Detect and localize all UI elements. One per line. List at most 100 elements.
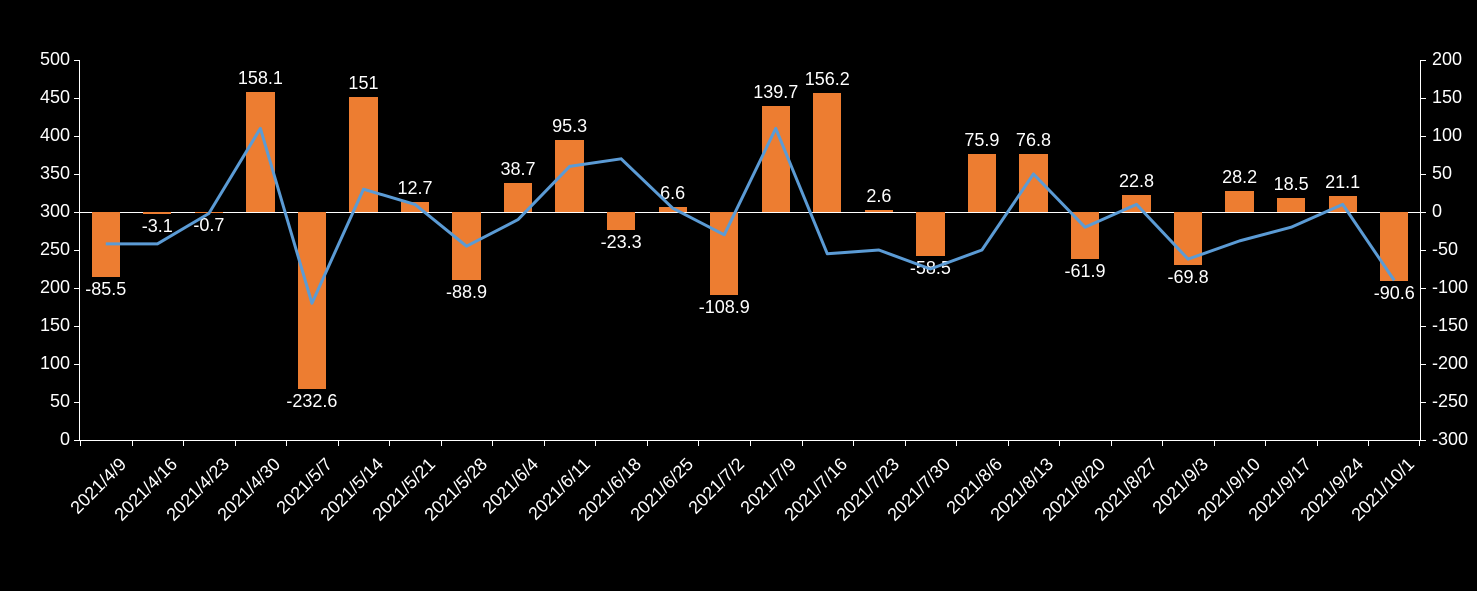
left-tick-mark <box>74 174 80 175</box>
x-tick-mark <box>595 440 596 446</box>
bar <box>1329 196 1357 212</box>
left-tick-mark <box>74 212 80 213</box>
data-label: -88.9 <box>446 282 487 303</box>
x-tick-mark <box>1419 440 1420 446</box>
x-tick-mark <box>647 440 648 446</box>
bar <box>762 106 790 212</box>
right-tick-mark <box>1420 136 1426 137</box>
data-label: 12.7 <box>397 178 432 199</box>
data-label: 75.9 <box>964 130 999 151</box>
x-tick-mark <box>1162 440 1163 446</box>
x-tick-mark <box>1008 440 1009 446</box>
bar <box>298 212 326 389</box>
data-label: 21.1 <box>1325 172 1360 193</box>
left-tick-mark <box>74 60 80 61</box>
data-label: -23.3 <box>601 232 642 253</box>
x-tick-mark <box>389 440 390 446</box>
x-tick-mark <box>235 440 236 446</box>
bar <box>246 92 274 212</box>
data-label: -69.8 <box>1168 267 1209 288</box>
data-label: -90.6 <box>1374 283 1415 304</box>
left-tick-mark <box>74 326 80 327</box>
bar <box>968 154 996 212</box>
left-axis-label: 0 <box>60 429 70 450</box>
right-tick-mark <box>1420 326 1426 327</box>
left-axis-label: 100 <box>40 353 70 374</box>
data-label: -3.1 <box>142 216 173 237</box>
x-tick-mark <box>183 440 184 446</box>
left-axis-label: 200 <box>40 277 70 298</box>
x-tick-mark <box>132 440 133 446</box>
left-axis-label: 450 <box>40 87 70 108</box>
bar <box>452 212 480 280</box>
data-label: 28.2 <box>1222 167 1257 188</box>
bar <box>916 212 944 256</box>
bar <box>195 212 223 213</box>
x-tick-mark <box>802 440 803 446</box>
x-tick-mark <box>1265 440 1266 446</box>
right-tick-mark <box>1420 440 1426 441</box>
right-axis-label: 0 <box>1432 201 1442 222</box>
left-tick-mark <box>74 364 80 365</box>
data-label: -108.9 <box>699 297 750 318</box>
x-tick-mark <box>1111 440 1112 446</box>
bar <box>504 183 532 212</box>
x-tick-mark <box>1317 440 1318 446</box>
data-label: 95.3 <box>552 116 587 137</box>
right-axis-label: -150 <box>1432 315 1468 336</box>
right-tick-mark <box>1420 98 1426 99</box>
left-tick-mark <box>74 288 80 289</box>
bar <box>865 210 893 212</box>
bar <box>607 212 635 230</box>
bar <box>143 212 171 214</box>
data-label: 158.1 <box>238 68 283 89</box>
bar <box>813 93 841 212</box>
data-label: -61.9 <box>1064 261 1105 282</box>
bar <box>555 140 583 212</box>
bar <box>92 212 120 277</box>
right-axis-label: 50 <box>1432 163 1452 184</box>
data-label: 76.8 <box>1016 130 1051 151</box>
right-tick-mark <box>1420 250 1426 251</box>
bar <box>1225 191 1253 212</box>
left-axis-label: 250 <box>40 239 70 260</box>
right-axis-label: -250 <box>1432 391 1468 412</box>
bar <box>1277 198 1305 212</box>
data-label: 18.5 <box>1274 174 1309 195</box>
right-axis-label: -100 <box>1432 277 1468 298</box>
bar <box>1380 212 1408 281</box>
right-tick-mark <box>1420 288 1426 289</box>
right-axis-label: 200 <box>1432 49 1462 70</box>
bar <box>1071 212 1099 259</box>
bar <box>349 97 377 212</box>
data-label: 2.6 <box>866 186 891 207</box>
right-tick-mark <box>1420 60 1426 61</box>
data-label: -0.7 <box>193 215 224 236</box>
right-tick-mark <box>1420 212 1426 213</box>
bar <box>1019 154 1047 212</box>
data-label: -85.5 <box>85 279 126 300</box>
combo-chart: 050100150200250300350400450500-300-250-2… <box>0 0 1477 591</box>
x-tick-mark <box>286 440 287 446</box>
x-tick-mark <box>698 440 699 446</box>
x-tick-mark <box>853 440 854 446</box>
bar <box>659 207 687 212</box>
data-label: 139.7 <box>753 82 798 103</box>
data-label: 22.8 <box>1119 171 1154 192</box>
x-tick-mark <box>1214 440 1215 446</box>
x-tick-mark <box>544 440 545 446</box>
right-axis-label: -200 <box>1432 353 1468 374</box>
left-axis-label: 400 <box>40 125 70 146</box>
bar <box>401 202 429 212</box>
right-axis-label: 150 <box>1432 87 1462 108</box>
x-tick-mark <box>956 440 957 446</box>
x-tick-mark <box>492 440 493 446</box>
left-tick-mark <box>74 402 80 403</box>
right-axis-label: 100 <box>1432 125 1462 146</box>
x-tick-mark <box>1368 440 1369 446</box>
x-tick-mark <box>750 440 751 446</box>
data-label: -232.6 <box>286 391 337 412</box>
left-axis-label: 150 <box>40 315 70 336</box>
left-axis-label: 50 <box>50 391 70 412</box>
right-axis-label: -50 <box>1432 239 1458 260</box>
